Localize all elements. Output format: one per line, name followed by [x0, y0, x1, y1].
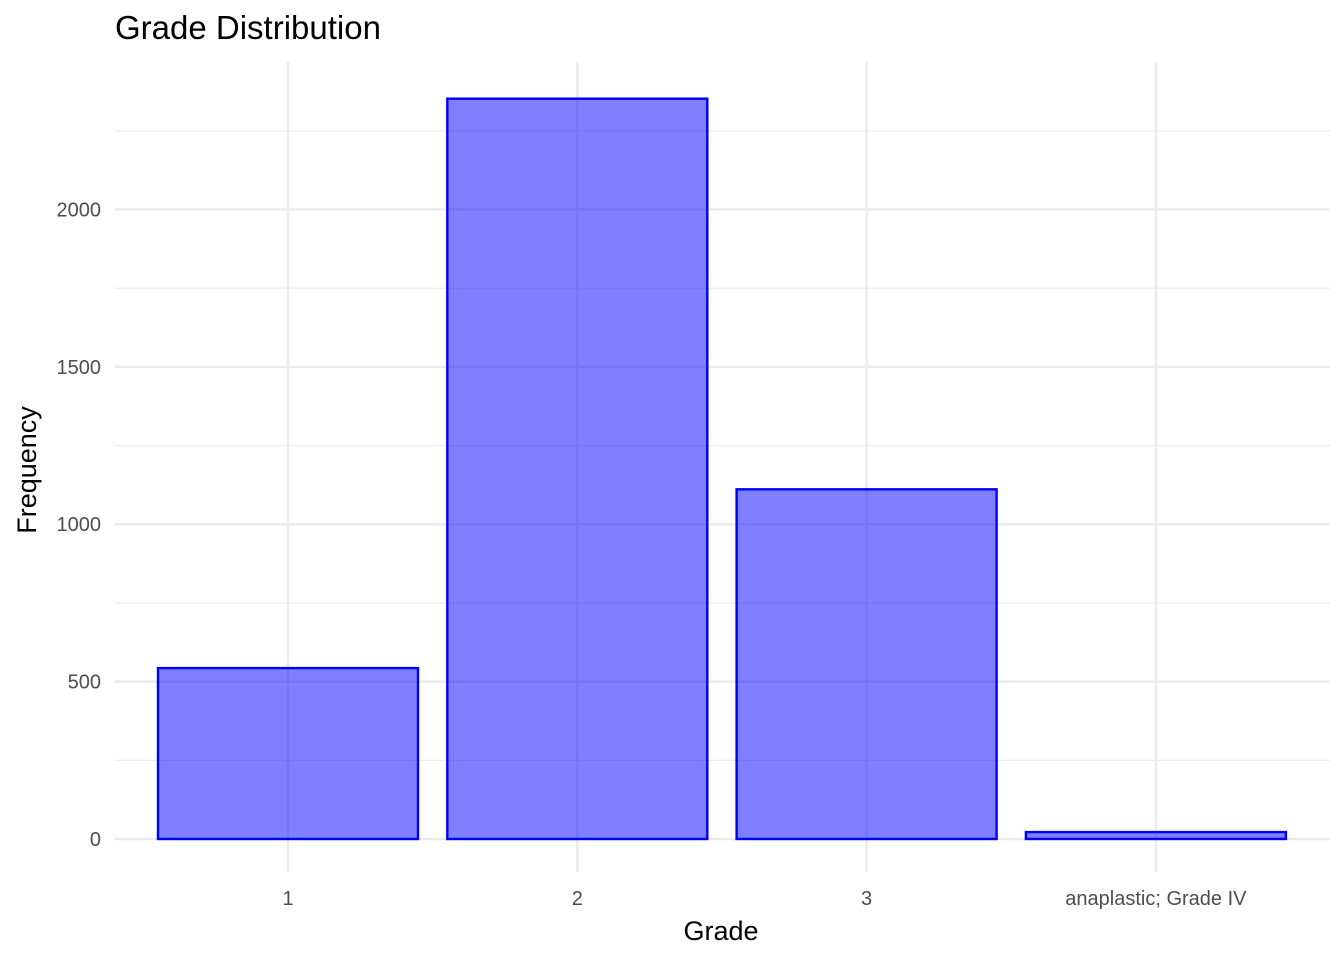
bar-2	[446, 97, 709, 841]
bars	[156, 97, 1288, 841]
x-tick-label: 2	[572, 888, 583, 910]
x-axis-ticks: 1 2 3 anaplastic; Grade IV	[282, 888, 1247, 910]
x-tick-label: anaplastic; Grade IV	[1065, 888, 1247, 910]
y-tick-label: 1500	[57, 357, 102, 379]
x-axis-title: Grade	[683, 916, 758, 946]
y-axis-title: Frequency	[12, 406, 42, 534]
y-axis-ticks: 0 500 1000 1500 2000	[57, 199, 102, 851]
bar-1	[156, 666, 420, 841]
bar-anaplastic-grade-iv	[1024, 830, 1288, 841]
bar-3	[735, 488, 998, 841]
chart-title: Grade Distribution	[115, 9, 381, 46]
y-tick-label: 2000	[57, 199, 102, 221]
x-tick-label: 3	[861, 888, 872, 910]
y-tick-label: 0	[90, 829, 101, 851]
y-tick-label: 500	[68, 672, 101, 694]
y-tick-label: 1000	[57, 514, 102, 536]
x-tick-label: 1	[282, 888, 293, 910]
